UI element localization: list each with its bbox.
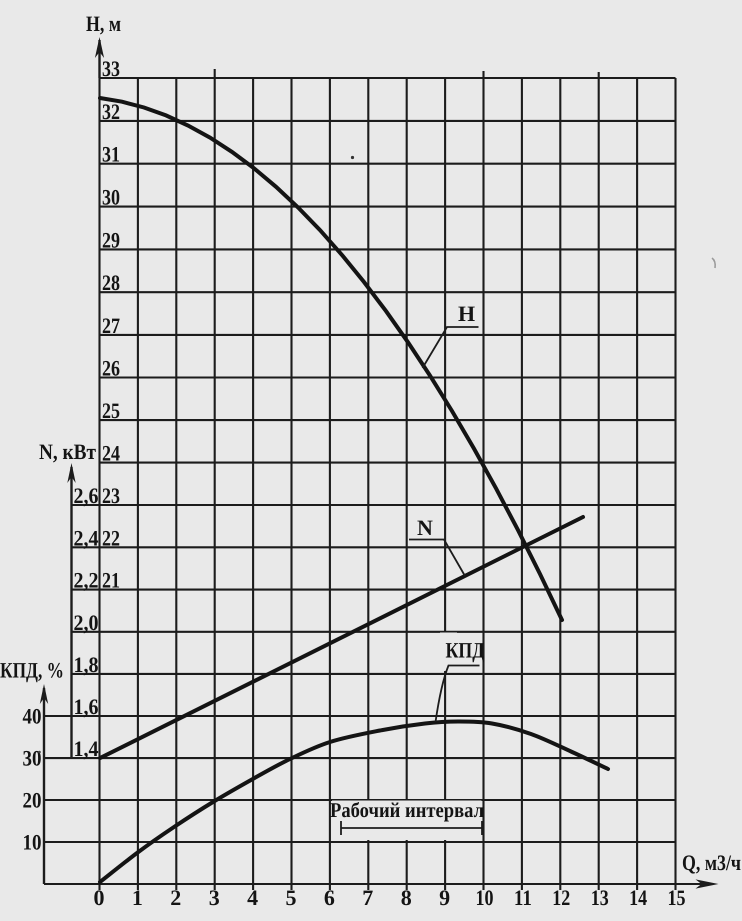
svg-text:Рабочий интервал: Рабочий интервал xyxy=(330,798,484,822)
svg-text:31: 31 xyxy=(102,142,120,167)
svg-text:10: 10 xyxy=(23,830,42,855)
svg-text:29: 29 xyxy=(102,227,120,252)
svg-text:40: 40 xyxy=(23,704,42,729)
svg-text:14: 14 xyxy=(629,885,647,910)
svg-text:6: 6 xyxy=(324,885,335,910)
svg-text:N, кВт: N, кВт xyxy=(39,439,96,464)
svg-text:7: 7 xyxy=(362,885,373,910)
svg-text:2: 2 xyxy=(170,885,181,910)
svg-text:1: 1 xyxy=(132,885,143,910)
svg-text:3: 3 xyxy=(209,885,220,910)
svg-text:N: N xyxy=(417,515,433,540)
svg-text:13: 13 xyxy=(591,885,609,910)
svg-text:28: 28 xyxy=(102,270,120,295)
svg-text:33: 33 xyxy=(102,56,120,81)
svg-text:КПД, %: КПД, % xyxy=(0,658,64,683)
svg-text:8: 8 xyxy=(401,885,412,910)
svg-text:Q, м3/ч: Q, м3/ч xyxy=(682,850,741,875)
svg-text:30: 30 xyxy=(102,185,120,210)
svg-text:1,8: 1,8 xyxy=(74,652,99,677)
svg-text:24: 24 xyxy=(102,441,120,466)
svg-text:2,2: 2,2 xyxy=(74,568,99,593)
svg-text:0: 0 xyxy=(94,885,105,910)
svg-text:5: 5 xyxy=(286,885,297,910)
svg-text:27: 27 xyxy=(102,313,120,338)
svg-text:9: 9 xyxy=(439,885,450,910)
svg-text:20: 20 xyxy=(23,788,42,813)
svg-text:4: 4 xyxy=(247,885,258,910)
svg-text:11: 11 xyxy=(514,885,532,910)
svg-text:1,4: 1,4 xyxy=(74,736,99,761)
svg-text:1,6: 1,6 xyxy=(74,694,99,719)
svg-text:23: 23 xyxy=(102,483,120,508)
svg-text:Н, м: Н, м xyxy=(86,11,121,36)
svg-text:12: 12 xyxy=(552,885,570,910)
svg-text:2,6: 2,6 xyxy=(74,483,99,508)
svg-text:25: 25 xyxy=(102,398,120,423)
svg-text:2,4: 2,4 xyxy=(74,525,99,550)
svg-text:Н: Н xyxy=(458,301,475,326)
svg-text:15: 15 xyxy=(668,885,686,910)
svg-text:10: 10 xyxy=(476,885,494,910)
svg-text:30: 30 xyxy=(23,746,42,771)
svg-text:21: 21 xyxy=(102,568,120,593)
svg-text:22: 22 xyxy=(102,525,120,550)
svg-text:КПД: КПД xyxy=(446,638,485,663)
svg-text:2,0: 2,0 xyxy=(74,610,99,635)
svg-text:26: 26 xyxy=(102,356,120,381)
svg-text:32: 32 xyxy=(102,99,120,124)
